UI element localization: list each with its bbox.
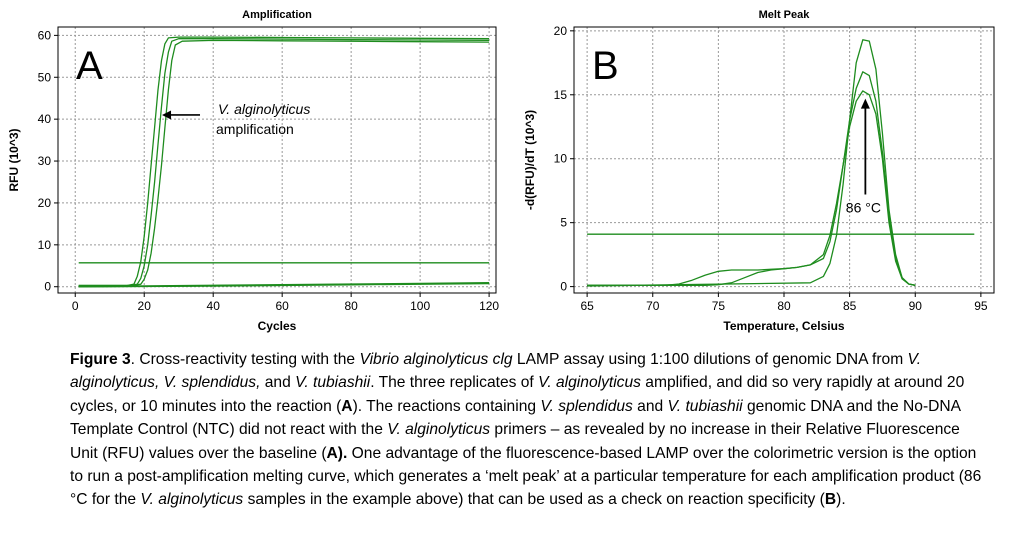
- x-tick-label: 20: [138, 299, 152, 313]
- x-tick-label: 120: [479, 299, 499, 313]
- caption-italic: Vibrio alginolyticus clg: [359, 351, 513, 368]
- caption-italic: V. alginolyticus: [140, 491, 244, 509]
- annotation-label: V. alginolyticus: [218, 101, 310, 117]
- x-tick-label: 65: [580, 299, 594, 313]
- x-tick-label: 70: [646, 299, 660, 313]
- chart-title: Melt Peak: [759, 9, 811, 21]
- caption-italic: V. alginolyticus: [538, 374, 641, 392]
- x-tick-label: 100: [410, 299, 430, 313]
- y-tick-label: 15: [554, 88, 568, 102]
- series-line-1: [587, 39, 916, 287]
- x-tick-label: 0: [72, 299, 79, 313]
- x-tick-label: 80: [344, 299, 358, 313]
- x-tick-label: 80: [777, 299, 791, 313]
- y-tick-label: 0: [44, 280, 51, 294]
- figure-charts: 0 20 40 60 80 100 1200102030405060Amplificatio…: [7, 9, 995, 333]
- caption-text: One advantage of the fluorescence-based …: [70, 444, 982, 509]
- caption-text: and: [260, 374, 296, 392]
- caption-text: . Cross-reactivity testing with the: [130, 351, 360, 368]
- series-line-7: [78, 282, 490, 288]
- y-tick-label: 60: [38, 28, 52, 42]
- figure-caption: Figure 3. Cross-reactivity testing with …: [70, 348, 990, 512]
- series-line-3: [587, 90, 916, 286]
- x-tick-label: 95: [974, 299, 988, 313]
- caption-text: ).: [836, 491, 846, 509]
- annotation-label: amplification: [216, 121, 294, 137]
- panel-letter: B: [592, 44, 619, 88]
- caption-figure-label: Figure 3: [70, 351, 131, 368]
- caption-text: primers – as revealed by no increase in …: [70, 421, 960, 462]
- caption-text: ). The reactions containing: [352, 397, 541, 415]
- chart-title: Amplification: [242, 9, 312, 21]
- arrowhead-icon: [162, 110, 172, 120]
- series-line-3: [78, 39, 490, 287]
- series-line-2: [78, 38, 490, 287]
- caption-bold: B: [824, 491, 837, 509]
- panel-letter: A: [76, 44, 103, 88]
- caption-italic: V. alginolyticus: [387, 421, 491, 439]
- caption-text: amplified, and did so very rapidly at ar…: [70, 374, 965, 415]
- caption-text: and: [632, 397, 668, 415]
- caption-italic: V. alginolyticus, V. splendidus,: [70, 351, 922, 392]
- y-tick-label: 10: [38, 238, 52, 252]
- y-tick-label: 5: [560, 216, 567, 230]
- annotation-label: 86 °C: [846, 200, 881, 216]
- x-tick-label: 90: [909, 299, 923, 313]
- x-tick-label: 40: [207, 299, 221, 313]
- caption-italic: V. tubiashii: [295, 374, 371, 392]
- caption-bold: A: [326, 444, 338, 462]
- y-tick-label: 0: [560, 280, 567, 294]
- y-tick-label: 10: [554, 152, 568, 166]
- x-tick-label: 75: [712, 299, 726, 313]
- y-axis-label: -d(RFU)/dT (10^3): [523, 110, 537, 210]
- caption-italic: V. splendidus: [540, 397, 633, 415]
- caption-text: LAMP assay using 1:100 dilutions of geno…: [512, 351, 908, 368]
- caption-italic: V. tubiashii: [667, 397, 743, 415]
- y-tick-label: 40: [38, 112, 52, 126]
- caption-text: genomic DNA and the No-DNA Template Cont…: [70, 397, 961, 439]
- caption-bold: A: [341, 397, 353, 415]
- y-tick-label: 20: [554, 24, 568, 38]
- caption-text: samples in the example above) that can b…: [243, 491, 825, 509]
- x-axis-label: Temperature, Celsius: [723, 319, 844, 333]
- series-line-2: [587, 71, 916, 286]
- series-line-1: [78, 36, 490, 287]
- y-tick-label: 20: [38, 196, 52, 210]
- x-tick-label: 60: [275, 299, 289, 313]
- x-axis-label: Cycles: [258, 319, 297, 333]
- plot-frame: [57, 26, 497, 294]
- caption-bold: ).: [337, 444, 348, 462]
- y-tick-label: 30: [38, 154, 52, 168]
- y-tick-label: 50: [38, 70, 52, 84]
- caption-text: . The three replicates of: [370, 374, 539, 392]
- arrowhead-icon: [860, 98, 870, 109]
- x-tick-label: 85: [843, 299, 857, 313]
- y-axis-label: RFU (10^3): [7, 128, 21, 191]
